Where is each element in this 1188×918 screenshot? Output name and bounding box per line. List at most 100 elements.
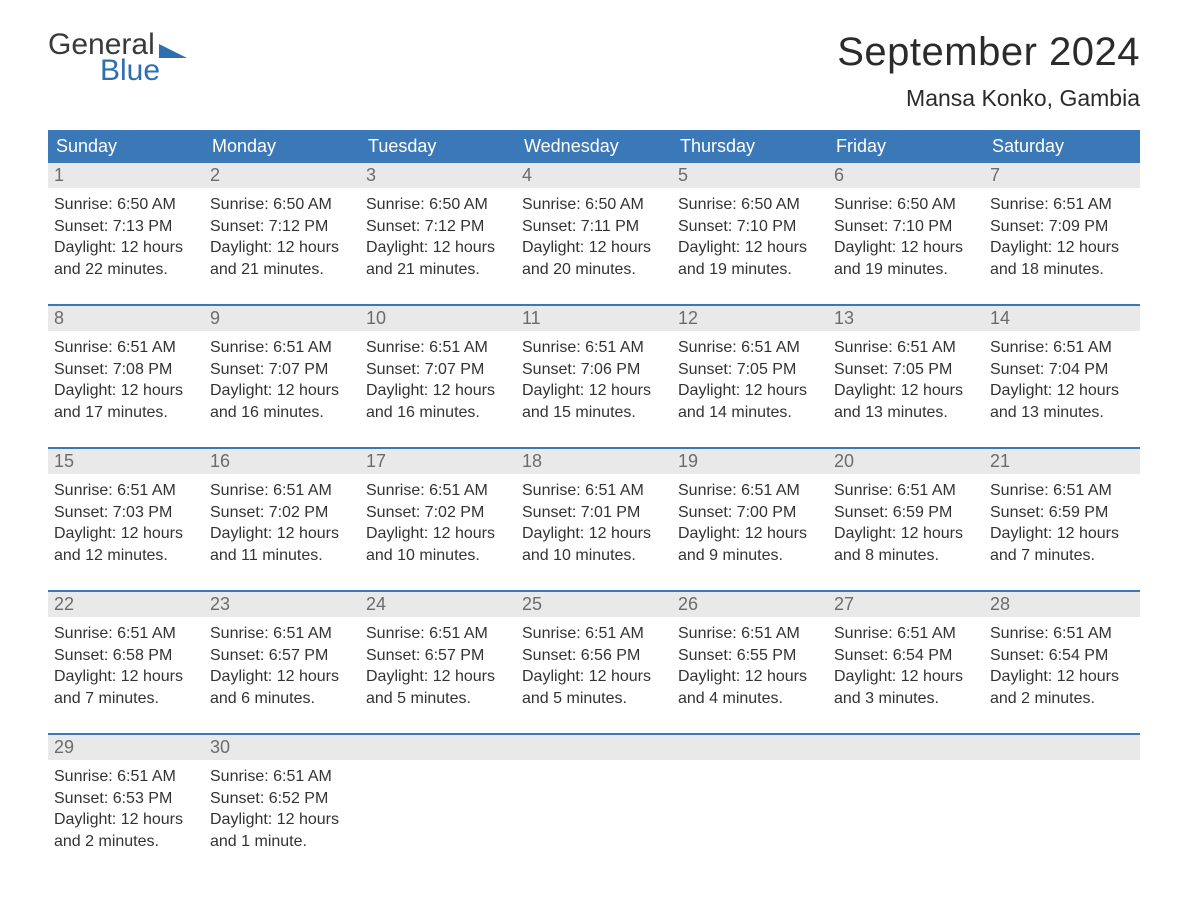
day-number: 27 <box>828 592 984 617</box>
sunrise-text: Sunrise: 6:51 AM <box>366 480 510 502</box>
sunset-text: Sunset: 7:05 PM <box>834 359 978 381</box>
day-number: 29 <box>48 735 204 760</box>
daylight-text: and 16 minutes. <box>366 402 510 424</box>
sunrise-text: Sunrise: 6:51 AM <box>522 337 666 359</box>
day-number: 2 <box>204 163 360 188</box>
dow-monday: Monday <box>204 130 360 163</box>
day-number: 25 <box>516 592 672 617</box>
day-number: 7 <box>984 163 1140 188</box>
daylight-text: Daylight: 12 hours <box>990 523 1134 545</box>
daylight-text: and 2 minutes. <box>990 688 1134 710</box>
calendar-week: 891011121314Sunrise: 6:51 AMSunset: 7:08… <box>48 304 1140 429</box>
sunset-text: Sunset: 6:59 PM <box>834 502 978 524</box>
day-number: 16 <box>204 449 360 474</box>
daylight-text: and 13 minutes. <box>834 402 978 424</box>
sunrise-text: Sunrise: 6:51 AM <box>990 623 1134 645</box>
sunset-text: Sunset: 7:10 PM <box>678 216 822 238</box>
calendar-cell: Sunrise: 6:51 AMSunset: 7:02 PMDaylight:… <box>360 474 516 572</box>
sunset-text: Sunset: 7:12 PM <box>366 216 510 238</box>
daylight-text: and 1 minute. <box>210 831 354 853</box>
day-number: 3 <box>360 163 516 188</box>
sunset-text: Sunset: 6:55 PM <box>678 645 822 667</box>
calendar-cell <box>516 760 672 858</box>
day-number-row: 1234567 <box>48 163 1140 188</box>
day-number <box>984 735 1140 760</box>
dow-friday: Friday <box>828 130 984 163</box>
calendar-week: 2930Sunrise: 6:51 AMSunset: 6:53 PMDayli… <box>48 733 1140 858</box>
daylight-text: Daylight: 12 hours <box>990 380 1134 402</box>
daylight-text: Daylight: 12 hours <box>366 237 510 259</box>
sunrise-text: Sunrise: 6:50 AM <box>54 194 198 216</box>
dow-saturday: Saturday <box>984 130 1140 163</box>
day-number: 15 <box>48 449 204 474</box>
daylight-text: and 19 minutes. <box>678 259 822 281</box>
sunrise-text: Sunrise: 6:51 AM <box>210 766 354 788</box>
daylight-text: Daylight: 12 hours <box>834 237 978 259</box>
calendar-cell <box>828 760 984 858</box>
daylight-text: Daylight: 12 hours <box>522 523 666 545</box>
calendar-cell: Sunrise: 6:51 AMSunset: 7:02 PMDaylight:… <box>204 474 360 572</box>
daylight-text: and 5 minutes. <box>522 688 666 710</box>
daylight-text: and 5 minutes. <box>366 688 510 710</box>
sunrise-text: Sunrise: 6:51 AM <box>210 480 354 502</box>
daylight-text: and 4 minutes. <box>678 688 822 710</box>
calendar-cell: Sunrise: 6:51 AMSunset: 7:00 PMDaylight:… <box>672 474 828 572</box>
day-number: 19 <box>672 449 828 474</box>
sunset-text: Sunset: 7:10 PM <box>834 216 978 238</box>
calendar-cell: Sunrise: 6:50 AMSunset: 7:10 PMDaylight:… <box>672 188 828 286</box>
sunrise-text: Sunrise: 6:50 AM <box>834 194 978 216</box>
sunset-text: Sunset: 7:06 PM <box>522 359 666 381</box>
calendar-week: 1234567Sunrise: 6:50 AMSunset: 7:13 PMDa… <box>48 163 1140 286</box>
sunset-text: Sunset: 6:57 PM <box>366 645 510 667</box>
daylight-text: and 2 minutes. <box>54 831 198 853</box>
calendar: Sunday Monday Tuesday Wednesday Thursday… <box>48 130 1140 858</box>
daylight-text: and 16 minutes. <box>210 402 354 424</box>
sunrise-text: Sunrise: 6:51 AM <box>522 480 666 502</box>
daylight-text: Daylight: 12 hours <box>678 666 822 688</box>
day-number: 9 <box>204 306 360 331</box>
sunset-text: Sunset: 6:53 PM <box>54 788 198 810</box>
daylight-text: and 15 minutes. <box>522 402 666 424</box>
daylight-text: Daylight: 12 hours <box>678 380 822 402</box>
day-number: 13 <box>828 306 984 331</box>
day-number: 17 <box>360 449 516 474</box>
sunrise-text: Sunrise: 6:51 AM <box>366 337 510 359</box>
sunset-text: Sunset: 6:54 PM <box>834 645 978 667</box>
daylight-text: and 3 minutes. <box>834 688 978 710</box>
sunset-text: Sunset: 7:03 PM <box>54 502 198 524</box>
calendar-cell: Sunrise: 6:51 AMSunset: 6:58 PMDaylight:… <box>48 617 204 715</box>
day-number: 18 <box>516 449 672 474</box>
sunset-text: Sunset: 7:05 PM <box>678 359 822 381</box>
calendar-cell: Sunrise: 6:51 AMSunset: 7:06 PMDaylight:… <box>516 331 672 429</box>
day-number <box>516 735 672 760</box>
calendar-cell: Sunrise: 6:51 AMSunset: 6:54 PMDaylight:… <box>828 617 984 715</box>
calendar-week: 22232425262728Sunrise: 6:51 AMSunset: 6:… <box>48 590 1140 715</box>
calendar-cell: Sunrise: 6:51 AMSunset: 7:05 PMDaylight:… <box>672 331 828 429</box>
calendar-cell: Sunrise: 6:51 AMSunset: 7:05 PMDaylight:… <box>828 331 984 429</box>
calendar-cell: Sunrise: 6:50 AMSunset: 7:10 PMDaylight:… <box>828 188 984 286</box>
calendar-cell <box>672 760 828 858</box>
day-number <box>828 735 984 760</box>
day-number: 22 <box>48 592 204 617</box>
sunrise-text: Sunrise: 6:50 AM <box>522 194 666 216</box>
daylight-text: Daylight: 12 hours <box>210 523 354 545</box>
sunset-text: Sunset: 7:08 PM <box>54 359 198 381</box>
daylight-text: Daylight: 12 hours <box>210 380 354 402</box>
sunset-text: Sunset: 7:13 PM <box>54 216 198 238</box>
logo: General Blue <box>48 30 187 86</box>
day-number: 24 <box>360 592 516 617</box>
daylight-text: and 7 minutes. <box>990 545 1134 567</box>
day-number: 28 <box>984 592 1140 617</box>
daylight-text: and 14 minutes. <box>678 402 822 424</box>
page-title: September 2024 <box>837 30 1140 75</box>
daylight-text: and 19 minutes. <box>834 259 978 281</box>
daylight-text: and 8 minutes. <box>834 545 978 567</box>
sunrise-text: Sunrise: 6:51 AM <box>990 337 1134 359</box>
day-number: 30 <box>204 735 360 760</box>
calendar-cell: Sunrise: 6:51 AMSunset: 6:57 PMDaylight:… <box>204 617 360 715</box>
calendar-cell: Sunrise: 6:51 AMSunset: 6:57 PMDaylight:… <box>360 617 516 715</box>
day-of-week-header: Sunday Monday Tuesday Wednesday Thursday… <box>48 130 1140 163</box>
day-number: 4 <box>516 163 672 188</box>
daylight-text: and 21 minutes. <box>210 259 354 281</box>
sunset-text: Sunset: 7:02 PM <box>366 502 510 524</box>
